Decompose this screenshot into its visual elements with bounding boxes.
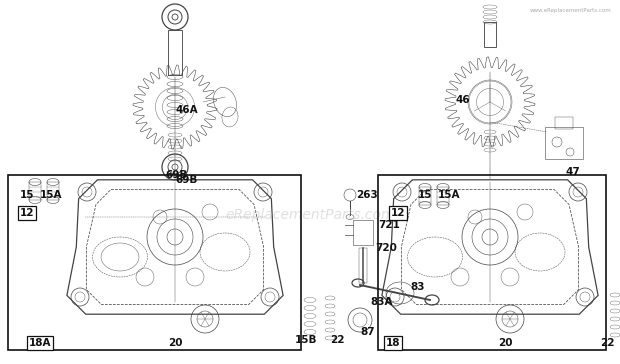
Text: 15: 15 — [418, 190, 433, 200]
Bar — [29, 182, 41, 200]
Text: 83A: 83A — [370, 297, 392, 307]
Text: 721: 721 — [378, 220, 400, 230]
Text: eReplacementParts.com: eReplacementParts.com — [225, 208, 395, 222]
Text: 12: 12 — [20, 208, 34, 218]
Text: 22: 22 — [600, 338, 614, 348]
Bar — [484, 22, 496, 47]
Text: 263: 263 — [356, 190, 378, 200]
Bar — [378, 175, 606, 350]
Text: 69B: 69B — [175, 175, 197, 185]
Text: 87: 87 — [360, 327, 374, 337]
Text: 15: 15 — [20, 190, 35, 200]
Text: 15A: 15A — [40, 190, 63, 200]
Bar — [168, 30, 182, 75]
Bar — [353, 220, 373, 245]
Text: 18: 18 — [386, 338, 401, 348]
Bar — [359, 248, 367, 283]
Text: 720: 720 — [375, 243, 397, 253]
Text: 15A: 15A — [438, 190, 461, 200]
Text: 20: 20 — [498, 338, 513, 348]
Text: 46A: 46A — [175, 105, 198, 115]
Text: 12: 12 — [391, 208, 405, 218]
Text: 83: 83 — [410, 282, 425, 292]
Text: 47: 47 — [565, 167, 580, 177]
Bar — [8, 175, 301, 350]
Bar — [419, 187, 431, 205]
Text: 46: 46 — [456, 95, 471, 105]
Text: 15B: 15B — [295, 335, 317, 345]
Text: 69B: 69B — [165, 170, 187, 180]
Bar — [437, 187, 449, 205]
Text: 18A: 18A — [29, 338, 51, 348]
Bar — [545, 127, 583, 159]
Text: 22: 22 — [330, 335, 345, 345]
Text: 20: 20 — [168, 338, 182, 348]
Bar — [47, 182, 59, 200]
Text: www.eReplacementParts.com: www.eReplacementParts.com — [530, 8, 612, 13]
Bar — [555, 117, 573, 129]
